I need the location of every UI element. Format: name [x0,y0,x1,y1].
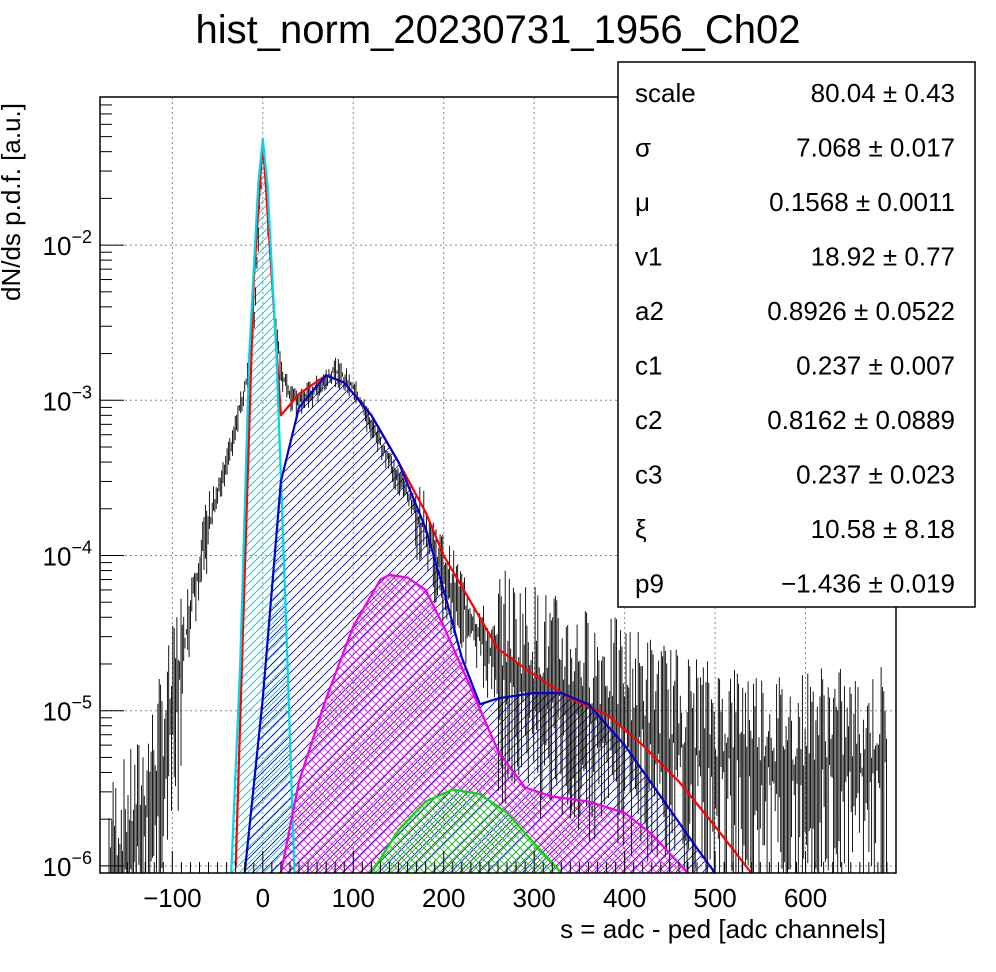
histogram [108,146,887,873]
fit-curve [279,573,689,874]
stat-value: 0.8162 ± 0.0889 [767,405,955,435]
axis-labels: −100 0 100 200 300 400 500 600 10−6 10−5 10−4 10−3 1… [0,103,886,944]
x-tick-label: 300 [512,883,555,913]
y-tick-label: 10−5 [43,693,92,727]
fit-curves [230,138,753,874]
stat-value: 80.04 ± 0.43 [811,78,955,108]
stat-name: σ [635,133,651,163]
x-axis-label: s = adc - ped [adc channels] [560,914,886,944]
x-tick-label: 200 [422,883,465,913]
stat-name: c2 [635,405,662,435]
stat-name: c1 [635,351,662,381]
stat-name: c3 [635,460,662,490]
component-fills [231,139,716,873]
x-tick-label: 600 [784,883,827,913]
histogram-bins [108,146,887,873]
x-tick-label: −100 [143,883,202,913]
stat-name: v1 [635,242,662,272]
stat-name: scale [635,78,696,108]
stat-name: a2 [635,296,664,326]
y-tick-label: 10−2 [43,227,92,261]
y-axis-label: dN/ds p.d.f. [a.u.] [0,103,26,301]
component-fill [280,574,688,873]
y-tick-label: 10−6 [43,848,92,882]
stat-value: 10.58 ± 8.18 [811,514,955,544]
stat-value: 0.1568 ± 0.0011 [769,187,955,217]
stat-value: 18.92 ± 0.77 [811,242,955,272]
stat-name: p9 [635,569,664,599]
stat-name: μ [635,187,650,217]
stat-value: 7.068 ± 0.017 [796,133,955,163]
x-tick-label: 500 [693,883,736,913]
axis-ticks [100,96,888,874]
stat-value: 0.8926 ± 0.0522 [767,296,955,326]
stats-box-frame [617,61,976,608]
y-tick-label: 10−3 [43,382,92,416]
fit-stats-box: scale 80.04 ± 0.43 σ 7.068 ± 0.017 μ 0.1568 ±… [617,61,976,608]
stat-value: 0.237 ± 0.007 [796,351,955,381]
x-tick-label: 0 [256,883,270,913]
fit-curve [370,788,563,874]
chart-title: hist_norm_20230731_1956_Ch02 [195,8,801,52]
fit-curve [243,374,716,874]
stat-value: 0.237 ± 0.023 [796,460,955,490]
x-tick-label: 100 [332,883,375,913]
stat-value: −1.436 ± 0.019 [781,569,955,599]
component-fill [371,789,562,873]
fit-curve [230,138,296,874]
y-tick-label: 10−4 [43,537,92,571]
x-tick-label: 400 [603,883,646,913]
stat-name: ξ [635,514,647,544]
